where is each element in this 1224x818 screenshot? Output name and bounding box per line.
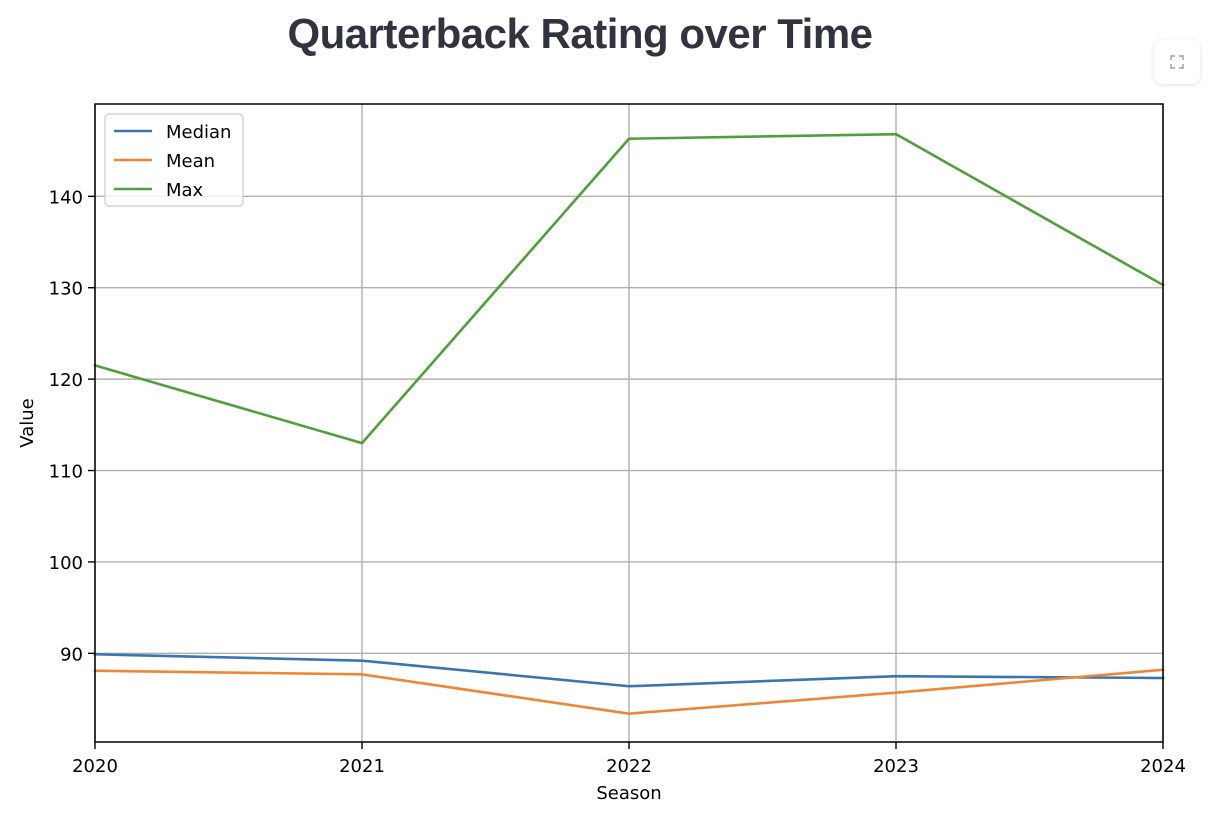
legend: Median Mean Max <box>104 113 244 207</box>
x-tick-label: 2023 <box>873 756 919 777</box>
x-tick-label: 2020 <box>72 756 118 777</box>
y-axis-label: Value <box>17 398 38 447</box>
legend-label-median: Median <box>166 122 231 143</box>
x-tick-label: 2021 <box>339 756 385 777</box>
grid-lines <box>94 104 1164 742</box>
y-tick-label: 90 <box>60 644 83 665</box>
legend-label-max: Max <box>166 180 204 201</box>
legend-label-mean: Mean <box>166 151 215 172</box>
expand-icon <box>1169 54 1185 70</box>
x-axis-label: Season <box>596 783 661 804</box>
page-title: Quarterback Rating over Time <box>287 10 873 57</box>
legend-box <box>104 113 244 207</box>
fullscreen-button[interactable] <box>1154 40 1200 84</box>
y-tick-label: 120 <box>49 370 83 391</box>
y-tick-label: 130 <box>49 279 83 300</box>
y-tick-label: 100 <box>49 553 83 574</box>
x-tick-label: 2024 <box>1140 756 1186 777</box>
series-lines <box>93 132 1165 715</box>
y-tick-label: 140 <box>49 187 83 208</box>
y-tick-label: 110 <box>49 462 83 483</box>
x-tick-label: 2022 <box>606 756 652 777</box>
axis-ticks: 2020 2021 2022 2023 2024 90 100 110 120 130 140 <box>49 187 1186 777</box>
